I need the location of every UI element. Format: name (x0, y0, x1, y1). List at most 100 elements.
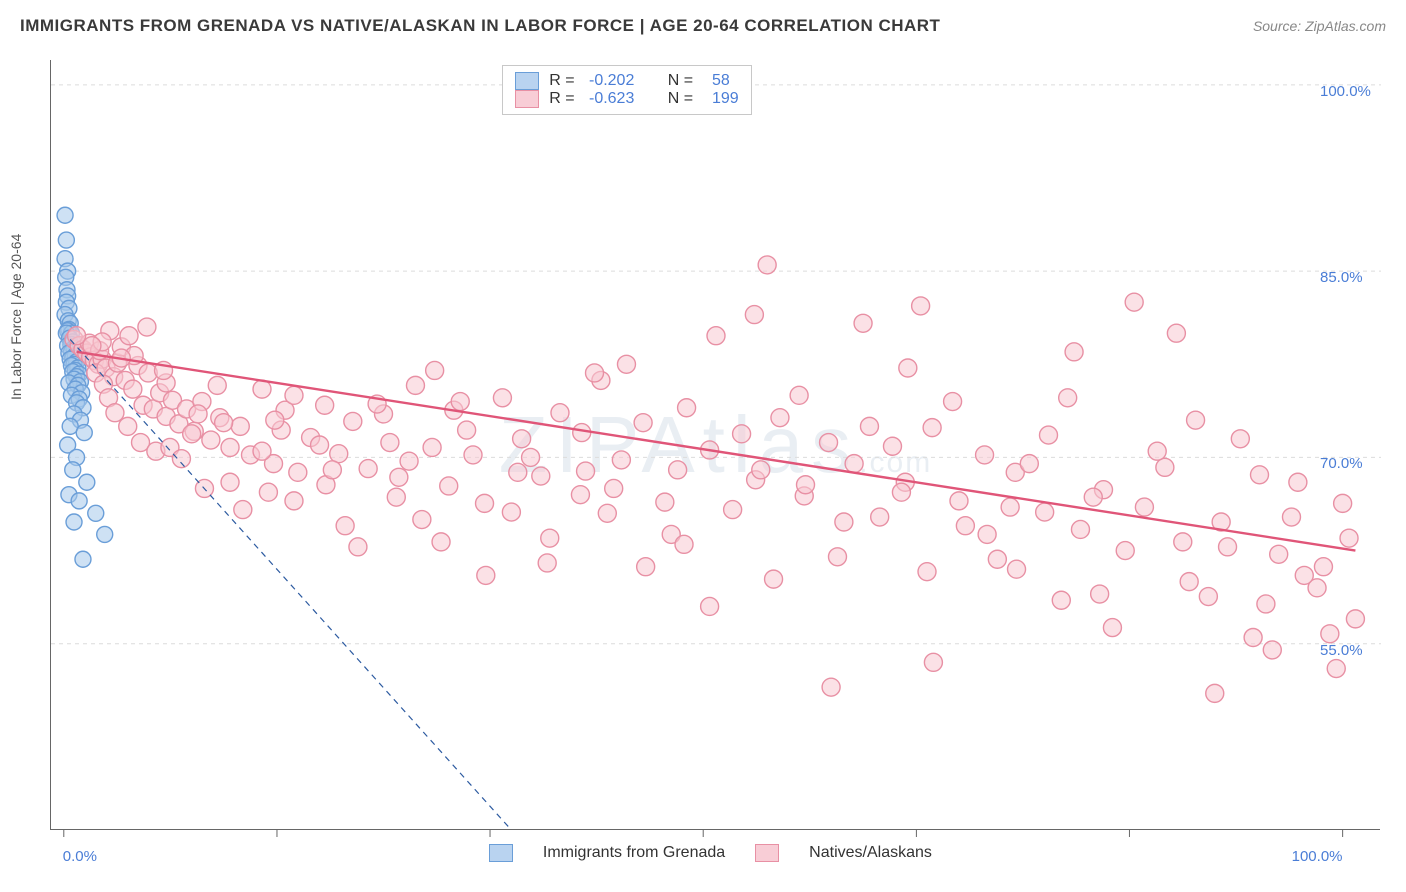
data-point (1020, 455, 1038, 473)
data-point (571, 486, 589, 504)
data-point (381, 434, 399, 452)
data-point (1231, 430, 1249, 448)
data-point (956, 517, 974, 535)
plot-area: ZIPAtlas.com (50, 60, 1380, 830)
data-point (1251, 466, 1269, 484)
data-point (208, 376, 226, 394)
stats-value-r: -0.202 (589, 72, 634, 90)
data-point (1244, 629, 1262, 647)
data-point (1065, 343, 1083, 361)
data-point (541, 529, 559, 547)
data-point (1346, 610, 1364, 628)
data-point (538, 554, 556, 572)
data-point (406, 376, 424, 394)
data-point (183, 425, 201, 443)
data-point (586, 364, 604, 382)
data-point (1321, 625, 1339, 643)
data-point (323, 461, 341, 479)
data-point (1008, 560, 1026, 578)
data-point (944, 393, 962, 411)
data-point (1180, 573, 1198, 591)
data-point (1289, 473, 1307, 491)
data-point (1084, 488, 1102, 506)
data-point (912, 297, 930, 315)
data-point (57, 207, 73, 223)
y-tick-label: 85.0% (1320, 269, 1363, 286)
data-point (451, 393, 469, 411)
data-point (978, 525, 996, 543)
data-point (202, 431, 220, 449)
legend-label: Immigrants from Grenada (543, 844, 725, 862)
data-point (426, 361, 444, 379)
data-point (883, 437, 901, 455)
data-point (1282, 508, 1300, 526)
data-point (458, 421, 476, 439)
data-point (1125, 293, 1143, 311)
data-point (88, 505, 104, 521)
data-point (285, 386, 303, 404)
data-point (733, 425, 751, 443)
data-point (66, 514, 82, 530)
data-point (423, 438, 441, 456)
data-point (1103, 619, 1121, 637)
data-point (605, 479, 623, 497)
data-point (1334, 494, 1352, 512)
x-tick-label-left: 0.0% (63, 848, 97, 865)
data-point (432, 533, 450, 551)
data-point (828, 548, 846, 566)
data-point (221, 473, 239, 491)
data-point (1199, 588, 1217, 606)
data-point (513, 430, 531, 448)
data-point (71, 493, 87, 509)
data-point (845, 455, 863, 473)
data-point (253, 442, 271, 460)
data-point (871, 508, 889, 526)
data-point (745, 306, 763, 324)
data-point (1135, 498, 1153, 516)
bottom-legend: Immigrants from Grenada Natives/Alaskans (489, 844, 932, 862)
data-point (976, 446, 994, 464)
data-point (675, 535, 693, 553)
stats-value-n: 58 (712, 72, 730, 90)
data-point (1059, 389, 1077, 407)
data-point (1206, 684, 1224, 702)
data-point (493, 389, 511, 407)
data-point (634, 414, 652, 432)
data-point (612, 451, 630, 469)
y-tick-label: 55.0% (1320, 642, 1363, 659)
data-point (311, 436, 329, 454)
data-point (1116, 542, 1134, 560)
data-point (835, 513, 853, 531)
data-point (189, 405, 207, 423)
legend-label: Natives/Alaskans (809, 844, 932, 862)
x-tick-label-right: 100.0% (1292, 848, 1343, 865)
data-point (97, 526, 113, 542)
data-point (617, 355, 635, 373)
data-point (1148, 442, 1166, 460)
y-tick-label: 70.0% (1320, 455, 1363, 472)
data-point (477, 566, 495, 584)
data-point (1270, 545, 1288, 563)
data-point (1040, 426, 1058, 444)
data-point (120, 327, 138, 345)
data-point (918, 563, 936, 581)
data-point (1091, 585, 1109, 603)
data-point (119, 417, 137, 435)
stats-row: R = -0.202 N = 58 (515, 72, 738, 90)
data-point (924, 653, 942, 671)
legend-swatch (515, 72, 539, 90)
data-point (1187, 411, 1205, 429)
data-point (390, 468, 408, 486)
data-point (285, 492, 303, 510)
data-point (577, 462, 595, 480)
y-axis-label: In Labor Force | Age 20-64 (8, 234, 24, 400)
data-point (231, 417, 249, 435)
data-point (76, 425, 92, 441)
data-point (1340, 529, 1358, 547)
data-point (522, 448, 540, 466)
stats-box: R = -0.202 N = 58R = -0.623 N = 199 (502, 65, 751, 115)
data-point (860, 417, 878, 435)
data-point (669, 461, 687, 479)
data-point (440, 477, 458, 495)
data-point (637, 558, 655, 576)
